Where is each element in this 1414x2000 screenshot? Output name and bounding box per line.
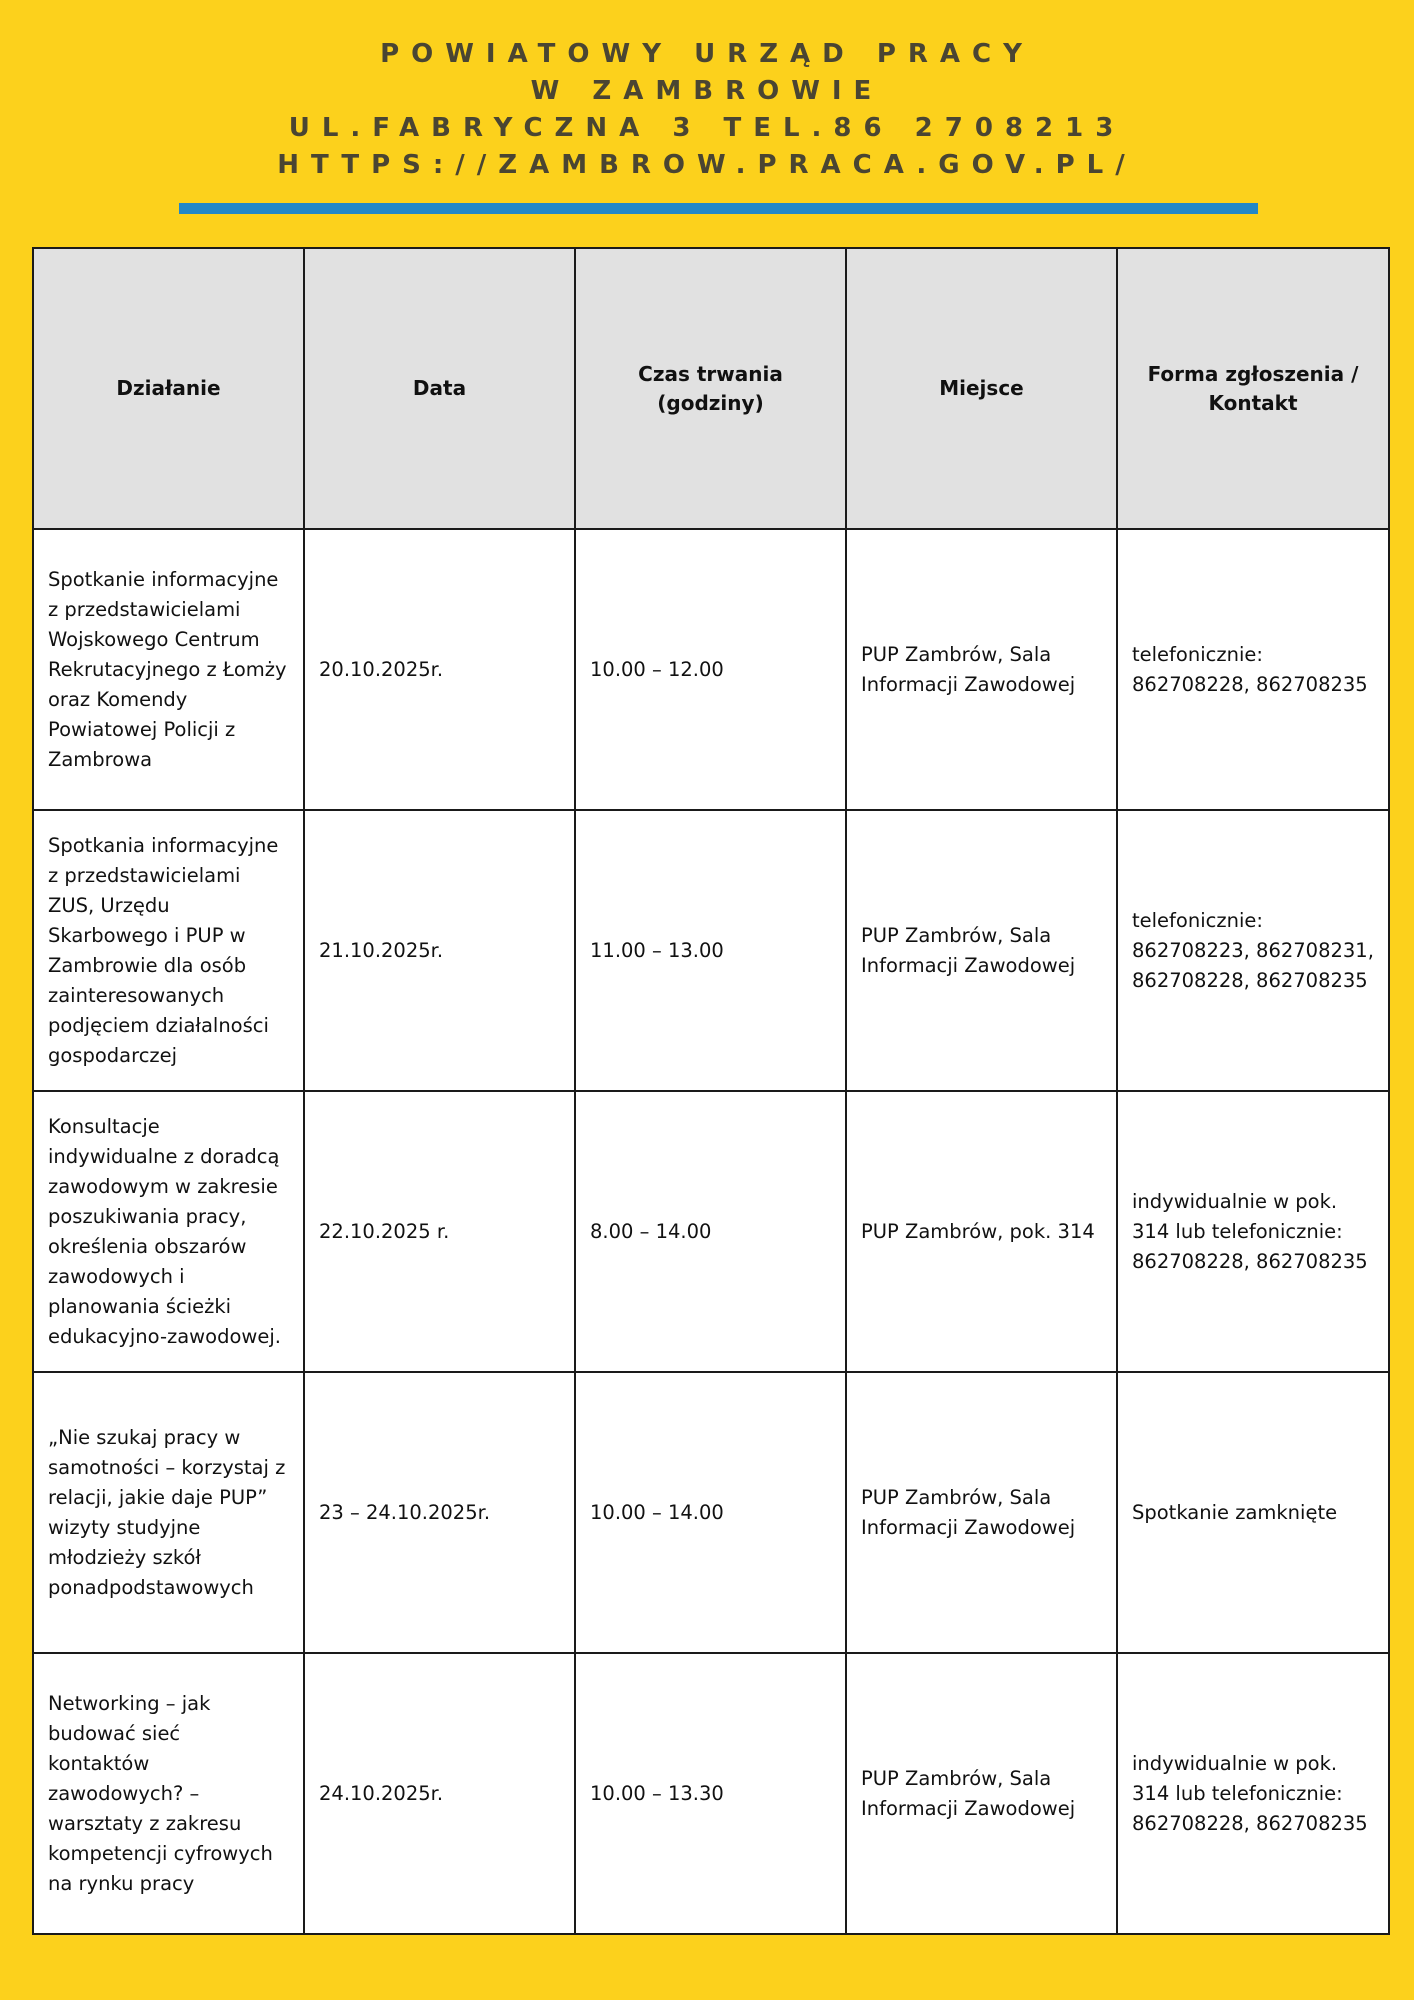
column-header-date: Data [303, 247, 576, 530]
cell-duration: 10.00 – 13.30 [574, 1652, 847, 1935]
cell-date: 24.10.2025r. [303, 1652, 576, 1935]
cell-action: „Nie szukaj pracy w samotności – korzyst… [32, 1371, 305, 1654]
cell-duration: 10.00 – 14.00 [574, 1371, 847, 1654]
cell-contact: telefonicznie: 862708223, 862708231, 862… [1116, 809, 1390, 1092]
table-row: Konsultacje indywidualne z doradcą zawod… [32, 1090, 1390, 1373]
table-row: „Nie szukaj pracy w samotności – korzyst… [32, 1371, 1390, 1654]
column-header-place: Miejsce [845, 247, 1118, 530]
cell-place: PUP Zambrów, Sala Informacji Zawodowej [845, 1371, 1118, 1654]
column-header-action: Działanie [32, 247, 305, 530]
cell-contact: indywidualnie w pok. 314 lub telefoniczn… [1116, 1652, 1390, 1935]
office-header: POWIATOWY URZĄD PRACY W ZAMBROWIE UL.FAB… [0, 36, 1414, 184]
cell-date: 22.10.2025 r. [303, 1090, 576, 1373]
cell-duration: 8.00 – 14.00 [574, 1090, 847, 1373]
cell-place: PUP Zambrów, Sala Informacji Zawodowej [845, 1652, 1118, 1935]
cell-action: Networking – jak budować sieć kontaktów … [32, 1652, 305, 1935]
office-name: POWIATOWY URZĄD PRACY [380, 39, 1034, 69]
column-header-contact: Forma zgłoszenia / Kontakt [1116, 247, 1390, 530]
table-row: Spotkania informacyjne z przedstawiciela… [32, 809, 1390, 1092]
office-city: W ZAMBROWIE [530, 76, 884, 106]
header-divider [179, 203, 1258, 214]
office-address-phone: UL.FABRYCZNA 3 TEL.86 2708213 [288, 113, 1126, 143]
events-table: Działanie Data Czas trwania (godziny) Mi… [32, 247, 1390, 1935]
table-row: Spotkanie informacyjne z przedstawiciela… [32, 528, 1390, 811]
cell-date: 20.10.2025r. [303, 528, 576, 811]
cell-date: 23 – 24.10.2025r. [303, 1371, 576, 1654]
cell-duration: 10.00 – 12.00 [574, 528, 847, 811]
cell-contact: telefonicznie: 862708228, 862708235 [1116, 528, 1390, 811]
table-header-row: Działanie Data Czas trwania (godziny) Mi… [32, 247, 1390, 530]
column-header-duration: Czas trwania (godziny) [574, 247, 847, 530]
cell-place: PUP Zambrów, Sala Informacji Zawodowej [845, 809, 1118, 1092]
cell-duration: 11.00 – 13.00 [574, 809, 847, 1092]
office-website: HTTPS://ZAMBROW.PRACA.GOV.PL/ [277, 150, 1137, 180]
cell-place: PUP Zambrów, pok. 314 [845, 1090, 1118, 1373]
cell-action: Spotkanie informacyjne z przedstawiciela… [32, 528, 305, 811]
cell-date: 21.10.2025r. [303, 809, 576, 1092]
cell-contact: indywidualnie w pok. 314 lub telefoniczn… [1116, 1090, 1390, 1373]
cell-place: PUP Zambrów, Sala Informacji Zawodowej [845, 528, 1118, 811]
cell-contact: Spotkanie zamknięte [1116, 1371, 1390, 1654]
cell-action: Konsultacje indywidualne z doradcą zawod… [32, 1090, 305, 1373]
cell-action: Spotkania informacyjne z przedstawiciela… [32, 809, 305, 1092]
table-row: Networking – jak budować sieć kontaktów … [32, 1652, 1390, 1935]
